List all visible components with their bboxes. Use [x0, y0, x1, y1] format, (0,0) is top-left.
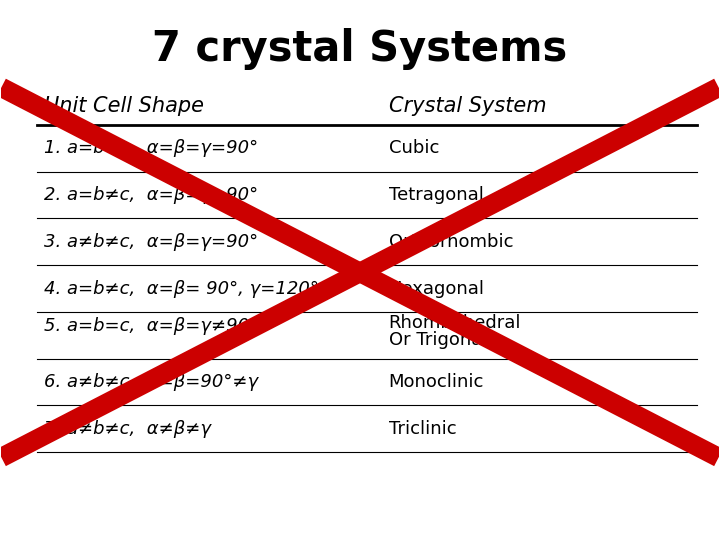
- Text: Monoclinic: Monoclinic: [389, 373, 484, 391]
- Text: 7. a≠b≠c,  α≠β≠γ: 7. a≠b≠c, α≠β≠γ: [45, 420, 212, 438]
- Text: 2. a=b≠c,  α=β=γ=90°: 2. a=b≠c, α=β=γ=90°: [45, 186, 258, 204]
- Text: Orthorhombic: Orthorhombic: [389, 233, 513, 251]
- Text: Unit Cell Shape: Unit Cell Shape: [45, 96, 204, 116]
- Text: 4. a=b≠c,  α=β= 90°, γ=120°: 4. a=b≠c, α=β= 90°, γ=120°: [45, 280, 319, 298]
- Text: Cubic: Cubic: [389, 139, 439, 157]
- Text: Crystal System: Crystal System: [389, 96, 546, 116]
- Text: Hexagonal: Hexagonal: [389, 280, 485, 298]
- Text: 6. a≠b≠c,  α=β=90°≠γ: 6. a≠b≠c, α=β=90°≠γ: [45, 373, 258, 391]
- Text: 5. a=b=c,  α=β=γ≠90°: 5. a=b=c, α=β=γ≠90°: [45, 316, 258, 335]
- Text: Or Trigonal: Or Trigonal: [389, 330, 487, 349]
- Text: Triclinic: Triclinic: [389, 420, 456, 438]
- Text: 7 crystal Systems: 7 crystal Systems: [153, 28, 567, 70]
- Text: Rhombohedral: Rhombohedral: [389, 314, 521, 333]
- Text: Tetragonal: Tetragonal: [389, 186, 484, 204]
- Text: 3. a≠b≠c,  α=β=γ=90°: 3. a≠b≠c, α=β=γ=90°: [45, 233, 258, 251]
- Text: 1. a=b=c,  α=β=γ=90°: 1. a=b=c, α=β=γ=90°: [45, 139, 258, 157]
